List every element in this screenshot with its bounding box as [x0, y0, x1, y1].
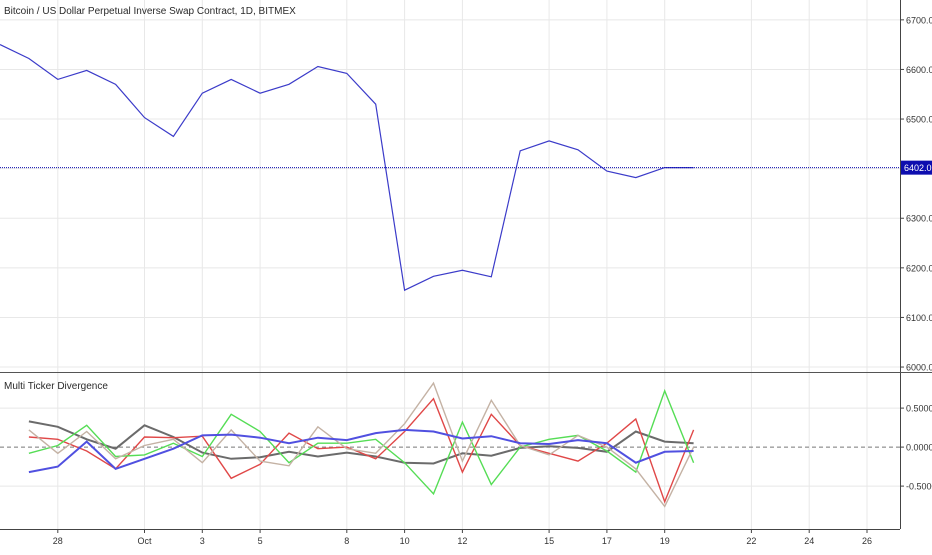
x-tick-label: 3 — [200, 536, 205, 546]
x-tick-label: 15 — [544, 536, 554, 546]
last-price-tag — [901, 160, 932, 175]
axis-labels: 6000.06100.06200.06300.06400.06500.06600… — [53, 15, 932, 546]
x-tick-label: Oct — [137, 536, 152, 546]
price-y-tick-label: 6100.0 — [906, 313, 932, 323]
indicator-series-line — [28, 420, 694, 465]
indicator-title: Multi Ticker Divergence — [4, 381, 108, 392]
price-y-tick-label: 6000.0 — [906, 363, 932, 373]
price-series-line — [0, 44, 694, 292]
indicator-series-line — [28, 397, 695, 504]
indicator-series-layer — [28, 381, 695, 508]
x-tick-label: 8 — [344, 536, 349, 546]
price-y-tick-label: 6200.0 — [906, 263, 932, 273]
last-price-label: 6402.0 — [904, 163, 932, 173]
indicator-y-tick-label: 0.5000 — [906, 404, 932, 414]
x-tick-label: 24 — [804, 536, 814, 546]
x-tick-label: 28 — [53, 536, 63, 546]
price-y-tick-label: 6600.0 — [906, 65, 932, 75]
x-tick-label: 17 — [602, 536, 612, 546]
x-tick-label: 5 — [258, 536, 263, 546]
indicator-y-tick-label: 0.0000 — [906, 443, 932, 453]
x-tick-label: 10 — [400, 536, 410, 546]
indicator-grid — [0, 373, 900, 529]
indicator-y-tick-label: -0.5000 — [906, 482, 932, 492]
x-tick-label: 12 — [457, 536, 467, 546]
chart-frame — [0, 0, 932, 530]
price-y-tick-label: 6500.0 — [906, 115, 932, 125]
chart-title: Bitcoin / US Dollar Perpetual Inverse Sw… — [4, 6, 296, 17]
price-series-layer — [0, 44, 900, 292]
x-tick-label: 22 — [746, 536, 756, 546]
price-y-tick-label: 6300.0 — [906, 214, 932, 224]
indicator-series-line — [28, 381, 695, 508]
indicator-series-line — [28, 428, 694, 474]
price-grid — [0, 0, 900, 372]
x-tick-label: 26 — [862, 536, 872, 546]
price-y-tick-label: 6700.0 — [906, 15, 932, 25]
x-tick-label: 19 — [660, 536, 670, 546]
